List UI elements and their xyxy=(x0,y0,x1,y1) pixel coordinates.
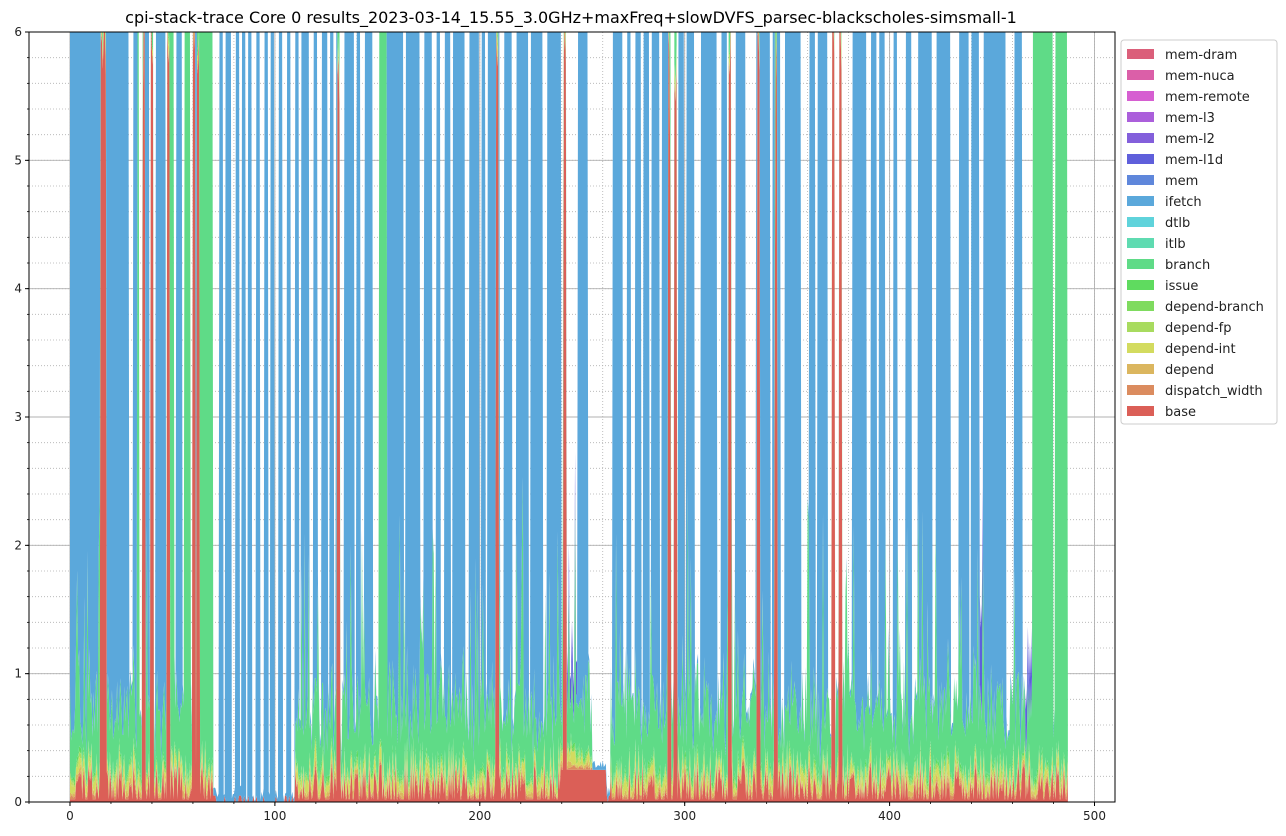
legend-label: mem-remote xyxy=(1165,90,1250,105)
legend-label: mem-dram xyxy=(1165,48,1237,63)
legend-swatch xyxy=(1127,280,1154,290)
legend-swatch xyxy=(1127,154,1154,164)
legend-item-depend-fp: depend-fp xyxy=(1127,321,1232,336)
legend-label: mem-l1d xyxy=(1165,153,1223,168)
legend-item-dtlb: dtlb xyxy=(1127,216,1190,231)
legend-swatch xyxy=(1127,364,1154,374)
stacked-area-series xyxy=(69,32,1068,802)
legend-swatch xyxy=(1127,196,1154,206)
series-branch-area xyxy=(69,32,1068,802)
legend-swatch xyxy=(1127,259,1154,269)
x-tick-label: 100 xyxy=(263,809,286,823)
legend: mem-dram mem-nuca mem-remote mem-l3 mem-l2 me… xyxy=(1120,39,1278,425)
legend-item-depend: depend xyxy=(1127,363,1214,378)
legend-item-mem-remote: mem-remote xyxy=(1127,90,1250,105)
series-ifetch-area xyxy=(69,32,1068,802)
y-tick-label: 3 xyxy=(14,410,22,424)
legend-label: dtlb xyxy=(1165,216,1190,231)
legend-item-mem-nuca: mem-nuca xyxy=(1127,69,1235,84)
legend-item-base: base xyxy=(1127,405,1196,420)
legend-item-mem-dram: mem-dram xyxy=(1127,48,1237,63)
legend-item-branch: branch xyxy=(1127,258,1210,273)
legend-swatch xyxy=(1127,385,1154,395)
x-tick-label: 300 xyxy=(673,809,696,823)
legend-item-itlb: itlb xyxy=(1127,237,1186,252)
legend-swatch xyxy=(1127,91,1154,101)
legend-swatch xyxy=(1127,343,1154,353)
legend-swatch xyxy=(1127,112,1154,122)
legend-swatch xyxy=(1127,322,1154,332)
y-axis-ticks: 0 1 2 3 4 5 6 xyxy=(14,25,29,809)
legend-label: mem-l3 xyxy=(1165,111,1215,126)
legend-label: mem-l2 xyxy=(1165,132,1215,147)
legend-swatch xyxy=(1127,133,1154,143)
legend-item-depend-int: depend-int xyxy=(1127,342,1236,357)
legend-item-issue: issue xyxy=(1127,279,1198,294)
x-tick-label: 500 xyxy=(1083,809,1106,823)
legend-label: depend-branch xyxy=(1165,300,1264,315)
legend-swatch xyxy=(1127,406,1154,416)
y-tick-label: 1 xyxy=(14,667,22,681)
legend-box xyxy=(1120,39,1278,425)
legend-swatch xyxy=(1127,49,1154,59)
y-tick-label: 0 xyxy=(14,795,22,809)
y-tick-label: 4 xyxy=(14,282,22,296)
legend-item-mem-l3: mem-l3 xyxy=(1127,111,1215,126)
x-tick-label: 200 xyxy=(468,809,491,823)
legend-swatch xyxy=(1127,217,1154,227)
x-tick-label: 400 xyxy=(878,809,901,823)
legend-swatch xyxy=(1127,70,1154,80)
legend-item-depend-branch: depend-branch xyxy=(1127,300,1264,315)
legend-label: mem xyxy=(1165,174,1198,189)
legend-label: depend-fp xyxy=(1165,321,1232,336)
legend-label: issue xyxy=(1165,279,1198,294)
chart-title: cpi-stack-trace Core 0 results_2023-03-1… xyxy=(125,8,1017,28)
x-tick-label: 0 xyxy=(66,809,74,823)
series-base-area xyxy=(69,32,1068,802)
legend-label: itlb xyxy=(1165,237,1186,252)
legend-item-mem-l2: mem-l2 xyxy=(1127,132,1215,147)
y-tick-label: 6 xyxy=(14,25,22,39)
legend-label: depend-int xyxy=(1165,342,1236,357)
legend-swatch xyxy=(1127,175,1154,185)
legend-item-ifetch: ifetch xyxy=(1127,195,1202,210)
y-tick-label: 5 xyxy=(14,153,22,167)
legend-item-mem: mem xyxy=(1127,174,1198,189)
legend-item-mem-l1d: mem-l1d xyxy=(1127,153,1223,168)
legend-label: mem-nuca xyxy=(1165,69,1235,84)
legend-label: ifetch xyxy=(1165,195,1202,210)
y-tick-label: 2 xyxy=(14,538,22,552)
legend-label: base xyxy=(1165,405,1196,420)
x-axis-ticks: 0 100 200 300 400 500 xyxy=(28,802,1106,823)
legend-label: depend xyxy=(1165,363,1214,378)
legend-label: branch xyxy=(1165,258,1210,273)
legend-swatch xyxy=(1127,238,1154,248)
legend-swatch xyxy=(1127,301,1154,311)
legend-label: dispatch_width xyxy=(1165,384,1263,399)
legend-item-dispatch_width: dispatch_width xyxy=(1127,384,1263,399)
